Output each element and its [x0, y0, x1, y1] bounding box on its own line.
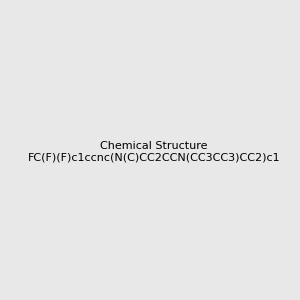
Text: Chemical Structure
FC(F)(F)c1ccnc(N(C)CC2CCN(CC3CC3)CC2)c1: Chemical Structure FC(F)(F)c1ccnc(N(C)CC… [27, 141, 280, 162]
